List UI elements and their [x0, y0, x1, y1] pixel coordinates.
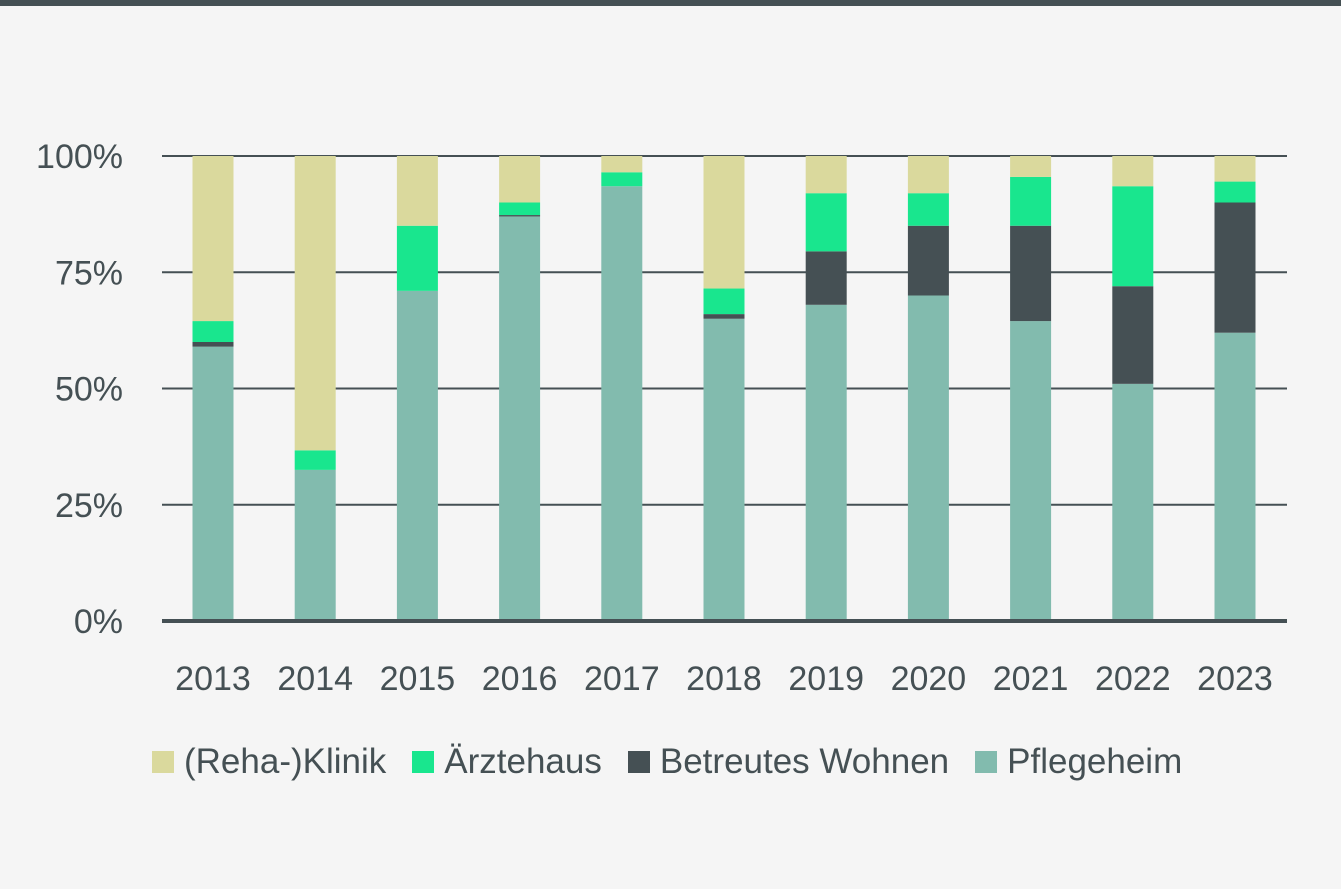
bar-segment — [294, 450, 336, 470]
bar-segment — [1010, 225, 1052, 322]
bar-segment — [703, 318, 745, 621]
legend-item: Pflegeheim — [975, 742, 1182, 782]
y-tick-label: 25% — [55, 487, 123, 525]
bar-segment — [499, 202, 541, 216]
bar-segment — [907, 156, 949, 194]
bar-segment — [601, 156, 643, 173]
bar-segment — [703, 156, 745, 289]
bar-segment — [1112, 156, 1154, 187]
bar-segment — [294, 469, 336, 621]
bar-segment — [1010, 156, 1052, 177]
bar-segment — [907, 193, 949, 226]
y-tick-label: 100% — [36, 138, 123, 176]
legend-swatch — [975, 751, 998, 773]
bar-segment — [396, 225, 438, 291]
bar-segment — [805, 156, 847, 194]
bar-segment — [601, 186, 643, 621]
bar-segment — [1214, 332, 1256, 621]
bar-segment — [601, 172, 643, 187]
chart-legend: (Reha-)Klinik Ärztehaus Betreutes Wohnen Pf… — [152, 742, 1208, 782]
bar-segment — [1112, 186, 1154, 287]
x-tick-label: 2018 — [686, 660, 762, 698]
legend-swatch — [412, 751, 435, 773]
stacked-bar-chart: 0% 25% 50% 75% 100% 2013 2014 2015 2016 2017 2018 2… — [36, 138, 1287, 698]
bar-segment — [907, 295, 949, 621]
y-tick-label: 75% — [55, 254, 123, 292]
legend-swatch — [627, 751, 650, 773]
bar-segment — [499, 156, 541, 203]
bar-segment — [1214, 156, 1256, 182]
bar-segment — [1112, 286, 1154, 384]
legend-label: Betreutes Wohnen — [659, 742, 950, 781]
legend-label: Ärztehaus — [444, 742, 602, 781]
bar-segment — [192, 342, 234, 347]
bar-segment — [805, 193, 847, 252]
x-tick-label: 2023 — [1197, 660, 1273, 698]
legend-item: Betreutes Wohnen — [627, 742, 950, 782]
bar-segment — [703, 288, 745, 315]
bar-segment — [294, 156, 336, 451]
bar-segment — [907, 225, 949, 296]
x-tick-label: 2017 — [584, 660, 660, 698]
bar-segment — [805, 251, 847, 305]
legend-label: (Reha-)Klinik — [184, 742, 387, 781]
bar-segment — [1010, 321, 1052, 621]
bar-segment — [1112, 383, 1154, 621]
bar-segment — [192, 156, 234, 322]
y-tick-label: 50% — [55, 371, 123, 409]
bar-segment — [192, 321, 234, 342]
bar-segment — [1214, 202, 1256, 333]
top-rule — [0, 0, 1341, 6]
x-tick-label: 2021 — [993, 660, 1069, 698]
bar-segment — [703, 314, 745, 319]
x-tick-label: 2019 — [788, 660, 864, 698]
bar-segment — [805, 304, 847, 621]
legend-swatch — [152, 751, 174, 773]
x-tick-label: 2016 — [482, 660, 558, 698]
bar-segment — [192, 346, 234, 621]
x-tick-label: 2013 — [175, 660, 251, 698]
y-tick-label: 0% — [74, 603, 123, 641]
legend-label: Pflegeheim — [1007, 742, 1183, 781]
x-tick-label: 2014 — [277, 660, 353, 698]
bar-segment — [396, 156, 438, 226]
x-tick-label: 2015 — [380, 660, 456, 698]
legend-item: (Reha-)Klinik — [152, 742, 386, 782]
x-tick-label: 2022 — [1095, 660, 1171, 698]
bar-segment — [396, 290, 438, 621]
bar-segment — [1214, 181, 1256, 203]
bar-segment — [499, 216, 541, 621]
bar-segment — [499, 215, 541, 217]
legend-item: Ärztehaus — [412, 742, 602, 782]
x-tick-label: 2020 — [891, 660, 967, 698]
bar-segment — [1010, 176, 1052, 226]
